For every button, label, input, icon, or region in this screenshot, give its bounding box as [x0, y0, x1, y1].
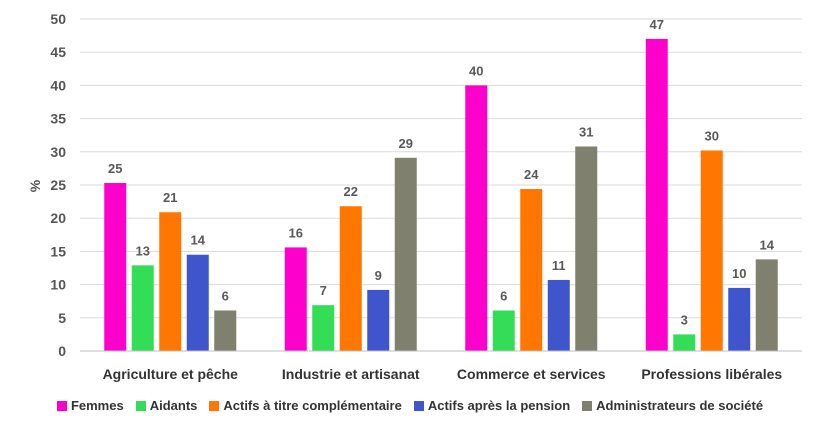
legend-label: Aidants: [149, 398, 198, 413]
bars: [104, 38, 778, 352]
bar: [186, 254, 209, 351]
legend-swatch: [209, 400, 220, 411]
bar: [465, 85, 488, 352]
category-label: Professions libérales: [641, 366, 782, 382]
bar: [214, 310, 237, 351]
y-tick-label: 50: [50, 11, 66, 27]
legend-item: Aidants: [135, 398, 198, 413]
data-label: 30: [705, 128, 719, 143]
y-tick-label: 15: [50, 243, 66, 259]
y-axis-label: %: [27, 179, 43, 192]
bar: [575, 146, 598, 351]
legend-swatch: [413, 400, 424, 411]
category-label: Commerce et services: [457, 366, 606, 382]
y-tick-label: 45: [50, 44, 66, 60]
legend-item: Administrateurs de société: [582, 398, 763, 413]
legend-swatch: [135, 400, 146, 411]
category-labels: Agriculture et pêche Industrie et artisan…: [103, 366, 783, 382]
data-label: 13: [136, 243, 150, 258]
y-tick-label: 20: [50, 210, 66, 226]
legend-swatch: [56, 400, 67, 411]
y-tick-label: 0: [58, 343, 66, 359]
y-tick-label: 5: [58, 310, 66, 326]
data-label: 9: [375, 268, 382, 283]
category-label: Industrie et artisanat: [282, 366, 420, 382]
data-label: 29: [399, 136, 413, 151]
data-label: 14: [191, 233, 206, 248]
legend-item: Actifs à titre complémentaire: [209, 398, 402, 413]
y-tick-label: 30: [50, 144, 66, 160]
legend-item: Actifs après la pension: [413, 398, 571, 413]
data-label: 7: [320, 283, 327, 298]
data-label: 22: [344, 184, 358, 199]
legend-label: Actifs à titre complémentaire: [223, 398, 402, 413]
data-labels: 25 13 21 14 6 16 7 22 9 29 40 6 24 11 31 47 3 30 10 14: [108, 17, 775, 327]
data-label: 40: [469, 63, 483, 78]
y-tick-label: 25: [50, 177, 66, 193]
data-label: 3: [681, 312, 688, 327]
bar: [728, 287, 751, 351]
data-label: 10: [732, 266, 746, 281]
data-label: 31: [579, 124, 593, 139]
bar: [755, 259, 778, 351]
data-label: 11: [552, 258, 566, 273]
bar: [131, 265, 154, 351]
data-label: 47: [650, 17, 664, 32]
legend-label: Administrateurs de société: [596, 398, 764, 413]
bar: [312, 305, 335, 351]
data-label: 24: [524, 167, 539, 182]
data-label: 21: [163, 190, 177, 205]
bar: [700, 150, 723, 351]
bar: [284, 247, 307, 351]
y-tick-label: 35: [50, 111, 66, 127]
bar: [339, 206, 362, 351]
legend-label: Femmes: [70, 398, 124, 413]
y-axis-ticks: 0 5 10 15 20 25 30 35 40 45 50: [50, 11, 66, 359]
bar: [645, 38, 668, 352]
data-label: 14: [760, 237, 775, 252]
bar: [547, 279, 570, 351]
bar: [492, 310, 515, 351]
data-label: 6: [500, 288, 507, 303]
bar: [159, 212, 182, 351]
bar: [673, 334, 696, 351]
data-label: 25: [108, 161, 122, 176]
legend-swatch: [582, 400, 593, 411]
category-label: Agriculture et pêche: [103, 366, 239, 382]
legend: Femmes Aidants Actifs à titre complémentai…: [0, 398, 820, 413]
data-label: 16: [289, 225, 303, 240]
legend-label: Actifs après la pension: [427, 398, 571, 413]
bar: [520, 188, 543, 351]
y-tick-label: 40: [50, 77, 66, 93]
bar: [104, 183, 127, 351]
data-label: 6: [222, 288, 229, 303]
y-tick-label: 10: [50, 277, 66, 293]
bar: [367, 289, 390, 351]
legend-item: Femmes: [56, 398, 124, 413]
bar: [394, 157, 417, 351]
